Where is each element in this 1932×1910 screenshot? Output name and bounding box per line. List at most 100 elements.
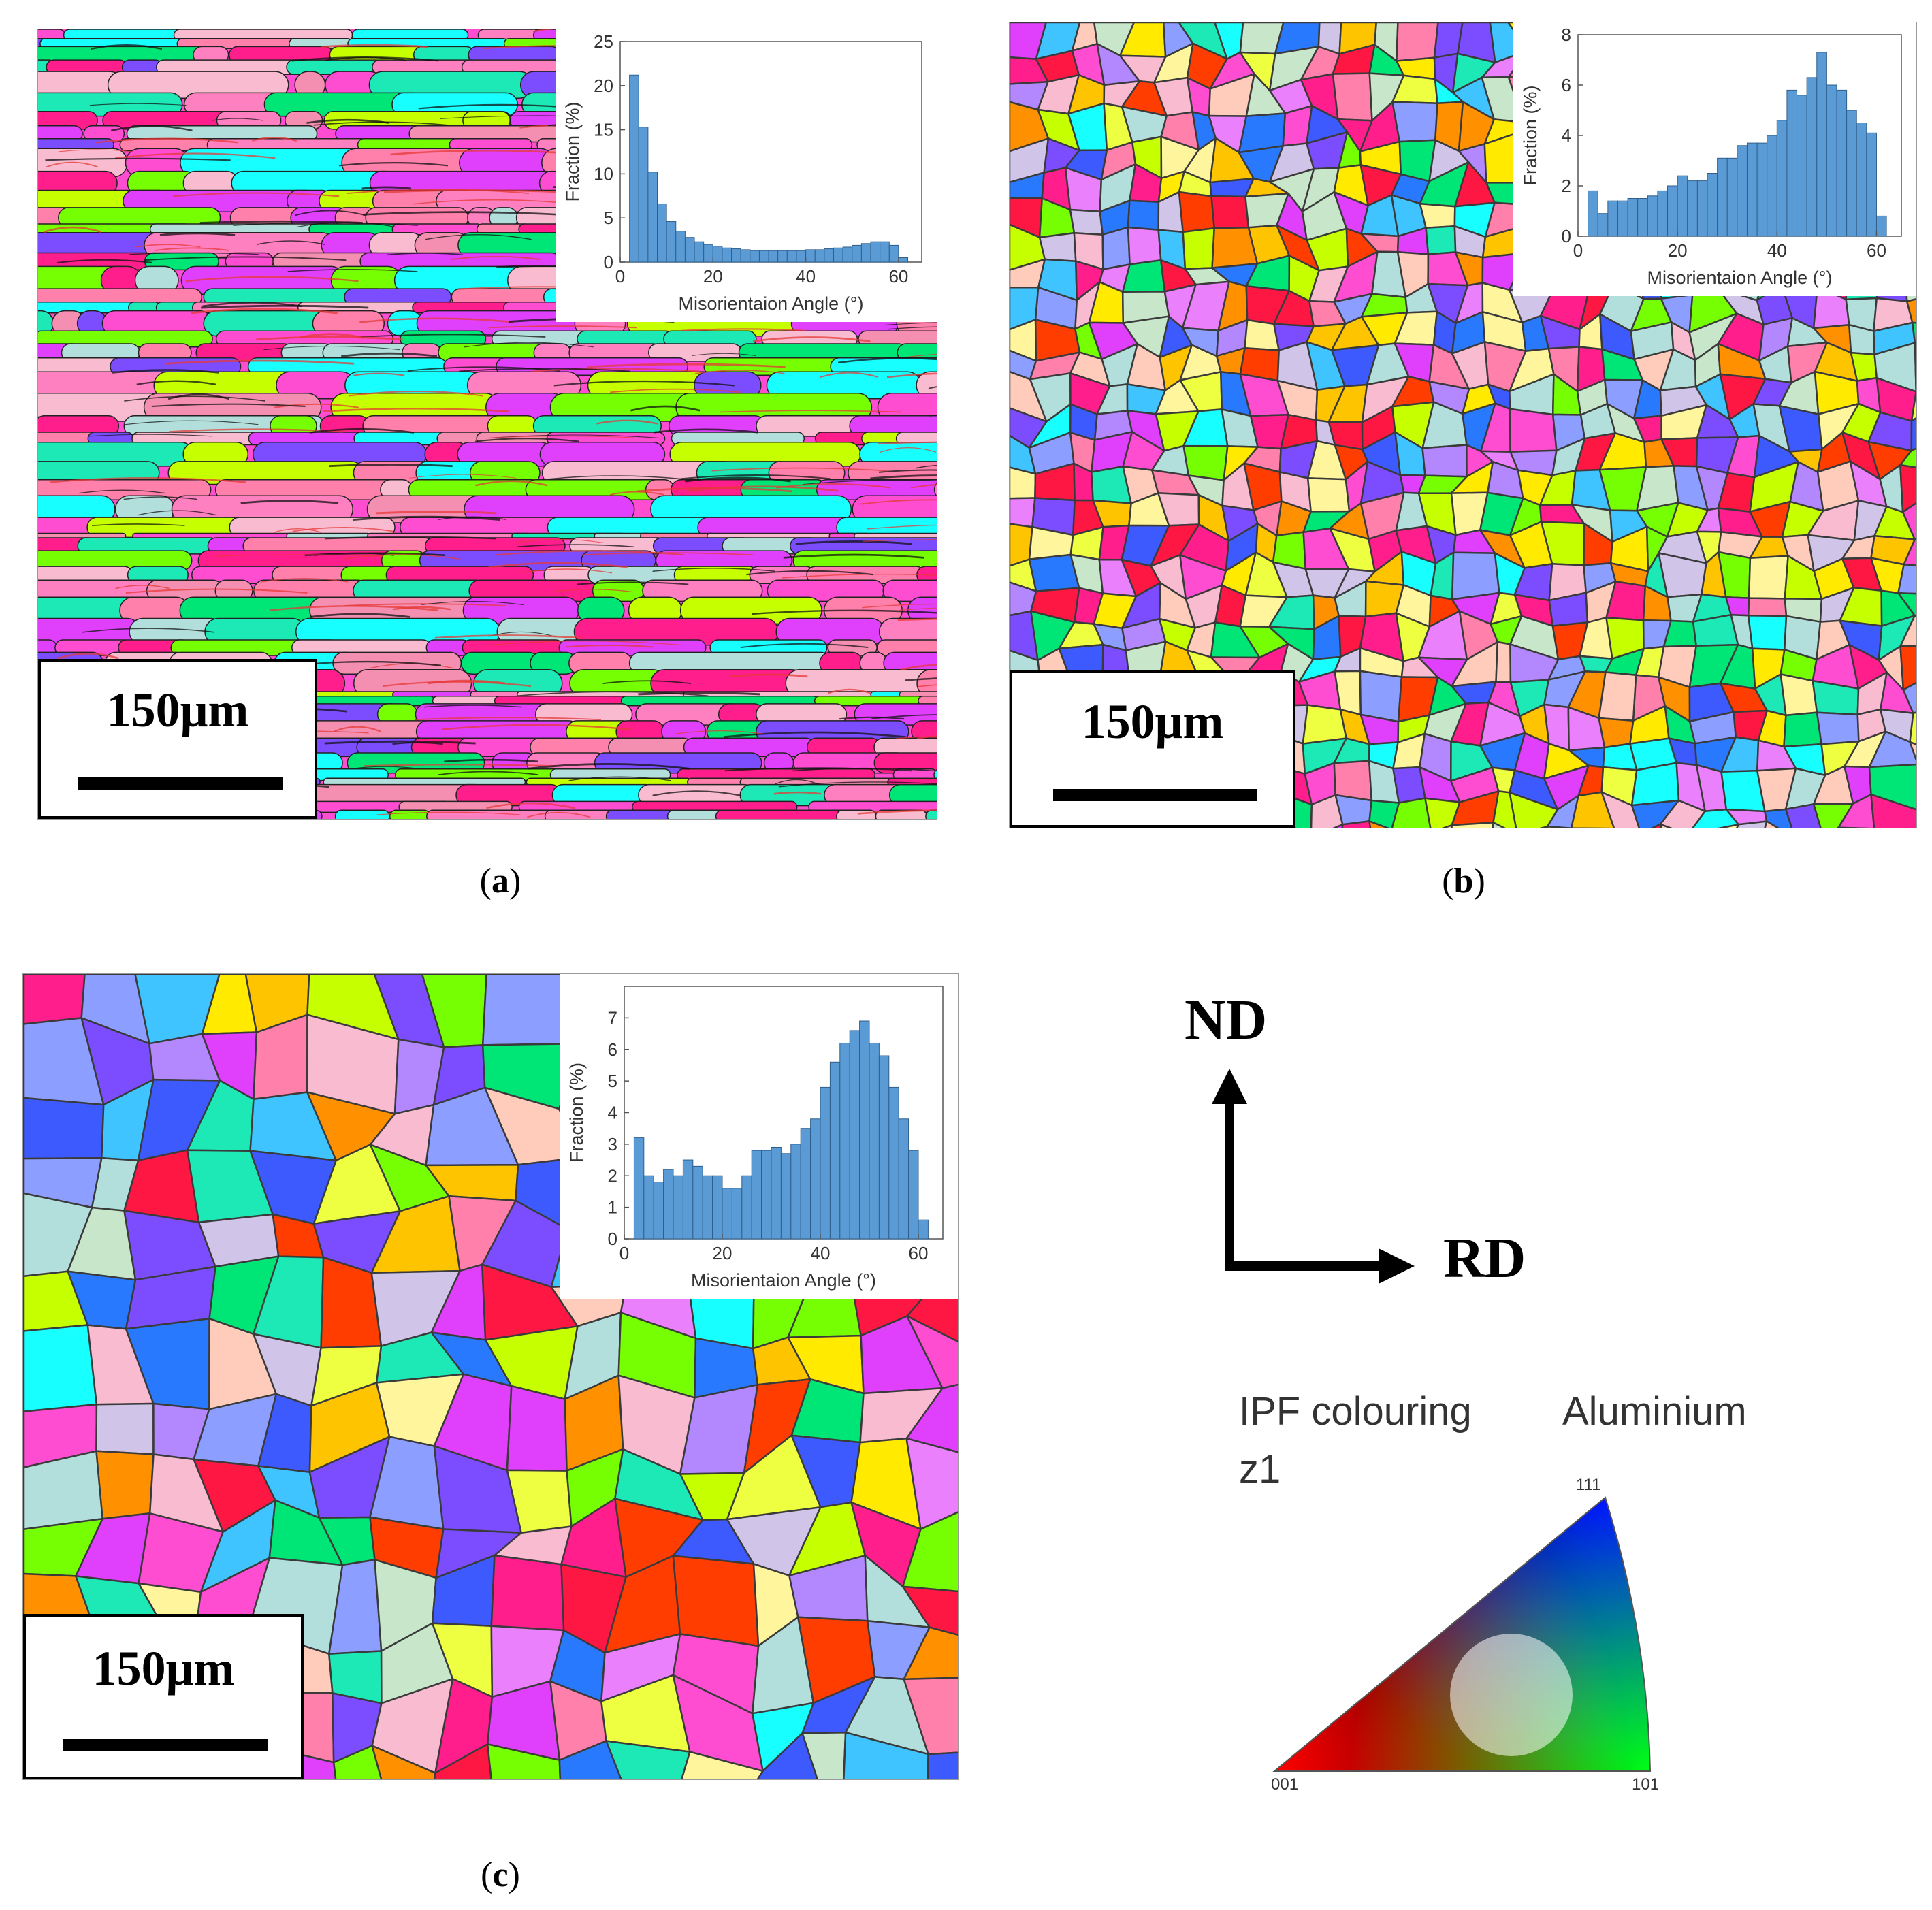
y-axis-label: Fraction (%) (1520, 85, 1541, 185)
histogram-b-chart: 0 20 40 60 0 2 4 6 8 Misorientaion Angle (°) Fract… (1520, 25, 1902, 288)
x-tick-label: 60 (888, 266, 908, 287)
ipf-material: Aluminium (1562, 1389, 1747, 1434)
histogram-bar (1875, 215, 1887, 237)
histogram-bar (666, 221, 677, 263)
ipf-axis: z1 (1239, 1447, 1281, 1491)
y-tick-label: 7 (608, 1007, 617, 1028)
histogram-bar (1737, 145, 1748, 237)
histogram-bar (898, 1118, 909, 1240)
scale-label-c: 150μm (92, 1641, 235, 1696)
histogram-bar (1696, 180, 1708, 237)
histogram-bar (1707, 173, 1718, 237)
x-axis-label: Misorientaion Angle (°) (691, 1270, 876, 1291)
scale-bar-c: 150μm (23, 1614, 304, 1779)
histogram-bar (860, 243, 871, 263)
histogram-c-chart: 0 20 40 60 0 1 2 3 4 5 6 7 Misorientaion Angle (°) Fr… (566, 986, 944, 1291)
y-tick-label: 2 (1562, 176, 1571, 196)
histogram-bar (839, 1042, 850, 1240)
histogram-bar (722, 1188, 732, 1240)
y-tick-label: 10 (594, 163, 613, 184)
histogram-bar (1657, 190, 1669, 237)
x-axis-label: Misorientaion Angle (°) (1647, 268, 1833, 288)
scale-line-b (1053, 789, 1257, 801)
histogram-bar (1588, 190, 1598, 237)
corner-101: 101 (1632, 1775, 1660, 1794)
x-tick-label: 40 (1767, 240, 1787, 261)
y-tick-label: 6 (1562, 75, 1571, 95)
histogram-bar (694, 241, 705, 263)
histogram-bar (814, 249, 825, 263)
histogram-bar (796, 250, 807, 263)
histogram-bar (859, 1020, 870, 1240)
histogram-bar (820, 1086, 831, 1240)
histogram-bar (750, 250, 760, 263)
y-tick-label: 0 (608, 1229, 617, 1249)
direction-axes: ND RD (1185, 987, 1593, 1307)
ebsd-map-b: 0 20 40 60 0 2 4 6 8 Misorientaion Angle (°) Fract… (1009, 22, 1917, 828)
ipf-triangle-outline (1272, 1496, 1652, 1772)
y-tick-label: 0 (1562, 226, 1571, 246)
x-tick-label: 60 (909, 1243, 929, 1263)
histogram-bar (829, 1061, 841, 1240)
histogram-bar (1717, 157, 1728, 237)
y-tick-label: 5 (608, 1071, 617, 1091)
nd-label: ND (1185, 988, 1268, 1052)
histogram-bar (682, 1159, 694, 1240)
x-tick-label: 0 (1573, 240, 1583, 261)
scale-bar-a: 150μm (38, 659, 317, 819)
histogram-bar (740, 249, 751, 263)
histogram-bar (780, 1153, 792, 1240)
x-tick-label: 20 (713, 1243, 732, 1263)
histogram-bars (629, 74, 909, 263)
histogram-bar (712, 1175, 723, 1240)
x-tick-label: 40 (811, 1243, 831, 1263)
histogram-bar (633, 1137, 645, 1240)
histogram-bar (888, 1086, 899, 1240)
histogram-bar (1797, 95, 1807, 237)
histogram-bar (824, 248, 835, 263)
histogram-bar (1767, 135, 1777, 237)
histogram-bar (657, 203, 667, 263)
histogram-bar (878, 1055, 890, 1240)
ipf-legend: IPF colouring Aluminium z1 111 001 101 (1239, 1375, 1784, 1811)
x-axis-label: Misorientaion Angle (°) (679, 293, 864, 314)
histogram-a-chart: 0 20 40 60 0 5 10 15 20 25 Misorientaion Angle (°)… (562, 31, 922, 314)
histogram-bar (768, 250, 779, 263)
y-tick-label: 8 (1562, 25, 1571, 45)
scale-line-a (78, 777, 283, 790)
histogram-bar (869, 1042, 880, 1240)
scale-bar-b: 150μm (1010, 670, 1295, 828)
histogram-bar (1647, 195, 1658, 237)
histogram-bar (751, 1150, 762, 1240)
x-tick-label: 0 (619, 1243, 629, 1263)
histogram-bar (1677, 175, 1688, 237)
histogram-bar (629, 74, 639, 263)
histogram-bar (870, 241, 881, 263)
histogram-bar (761, 1150, 772, 1240)
y-tick-label: 2 (608, 1165, 617, 1186)
y-tick-label: 20 (594, 76, 613, 96)
histogram-bar (1687, 180, 1698, 237)
histogram-bar (684, 237, 695, 263)
scale-label-a: 150μm (106, 683, 249, 737)
histogram-bar (777, 250, 788, 263)
histogram-bar (1826, 84, 1837, 237)
histogram-bar (1756, 142, 1768, 237)
histogram-bar (741, 1175, 752, 1240)
x-tick-label: 20 (703, 266, 723, 287)
histogram-bar (731, 1188, 743, 1240)
histogram-bar (810, 1118, 821, 1240)
scale-line-c (63, 1739, 268, 1751)
histogram-bar (1627, 198, 1639, 237)
histogram-bars (633, 1020, 929, 1240)
histogram-bar (898, 257, 909, 263)
histogram-bar (692, 1165, 703, 1240)
histogram-bar (1597, 213, 1609, 237)
x-tick-label: 0 (615, 266, 625, 287)
histogram-bar (771, 1147, 782, 1240)
histogram-bar (1846, 110, 1857, 237)
ipf-triangle-fill (1274, 1498, 1650, 1771)
histogram-bar (918, 1219, 929, 1240)
histogram-bar (888, 244, 899, 263)
ebsd-map-a: 0 20 40 60 0 5 10 15 20 25 Misorientaion Angle (°)… (37, 29, 937, 820)
